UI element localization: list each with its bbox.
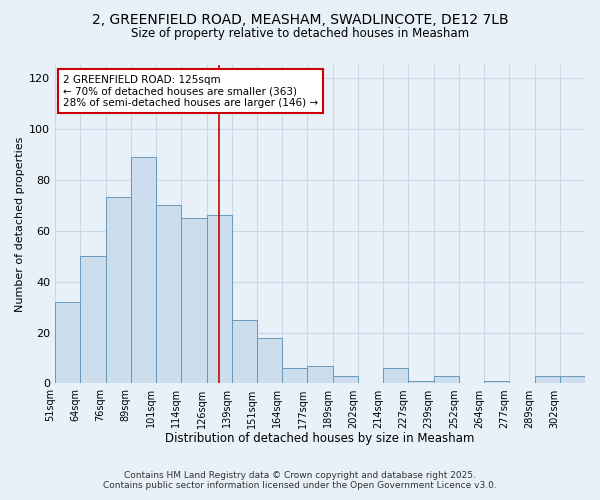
Bar <box>560 376 585 384</box>
Text: Size of property relative to detached houses in Measham: Size of property relative to detached ho… <box>131 28 469 40</box>
Bar <box>131 156 156 384</box>
Bar <box>332 376 358 384</box>
Bar <box>181 218 206 384</box>
Text: 2, GREENFIELD ROAD, MEASHAM, SWADLINCOTE, DE12 7LB: 2, GREENFIELD ROAD, MEASHAM, SWADLINCOTE… <box>92 12 508 26</box>
Bar <box>232 320 257 384</box>
Bar <box>434 376 459 384</box>
Bar <box>206 216 232 384</box>
Bar <box>257 338 282 384</box>
Bar <box>106 198 131 384</box>
X-axis label: Distribution of detached houses by size in Measham: Distribution of detached houses by size … <box>166 432 475 445</box>
Bar <box>55 302 80 384</box>
Y-axis label: Number of detached properties: Number of detached properties <box>15 136 25 312</box>
Bar <box>409 381 434 384</box>
Text: 2 GREENFIELD ROAD: 125sqm
← 70% of detached houses are smaller (363)
28% of semi: 2 GREENFIELD ROAD: 125sqm ← 70% of detac… <box>63 74 318 108</box>
Bar <box>156 205 181 384</box>
Bar <box>307 366 332 384</box>
Bar <box>484 381 509 384</box>
Bar <box>383 368 409 384</box>
Bar <box>282 368 307 384</box>
Bar <box>80 256 106 384</box>
Text: Contains HM Land Registry data © Crown copyright and database right 2025.
Contai: Contains HM Land Registry data © Crown c… <box>103 470 497 490</box>
Bar <box>535 376 560 384</box>
